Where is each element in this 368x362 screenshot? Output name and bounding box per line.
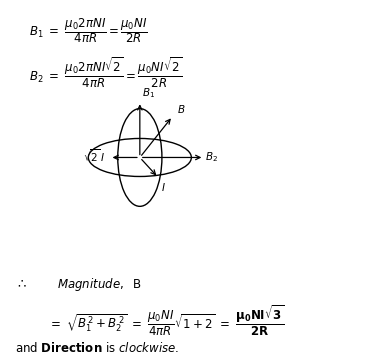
Text: $B_2$: $B_2$: [205, 151, 218, 164]
Text: $\sqrt{2}\,I$: $\sqrt{2}\,I$: [83, 147, 105, 164]
Text: $B_1 \ = \ \dfrac{\mu_0 2\pi NI}{4\pi R} = \dfrac{\mu_0 NI}{2R}$: $B_1 \ = \ \dfrac{\mu_0 2\pi NI}{4\pi R}…: [29, 16, 148, 45]
Text: $B_2 \ = \ \dfrac{\mu_0 2\pi NI\sqrt{2}}{4\pi R} = \dfrac{\mu_0 NI\sqrt{2}}{2R}$: $B_2 \ = \ \dfrac{\mu_0 2\pi NI\sqrt{2}}…: [29, 55, 183, 90]
Text: $B$: $B$: [177, 104, 185, 115]
Text: and $\mathbf{Direction}$ is $\mathit{clockwise}.$: and $\mathbf{Direction}$ is $\mathit{clo…: [15, 341, 179, 355]
Text: $=\ \sqrt{B_1^{\,2}+B_2^{\,2}}\ =\ \dfrac{\mu_0 NI}{4\pi R}\sqrt{1+2}\ =\ \dfrac: $=\ \sqrt{B_1^{\,2}+B_2^{\,2}}\ =\ \dfra…: [48, 303, 284, 338]
Text: $I$: $I$: [161, 181, 166, 193]
Text: $\therefore$: $\therefore$: [15, 278, 27, 291]
Text: $B_1$: $B_1$: [142, 86, 155, 100]
Text: $\mathit{Magnitude,}$  B: $\mathit{Magnitude,}$ B: [57, 276, 142, 292]
